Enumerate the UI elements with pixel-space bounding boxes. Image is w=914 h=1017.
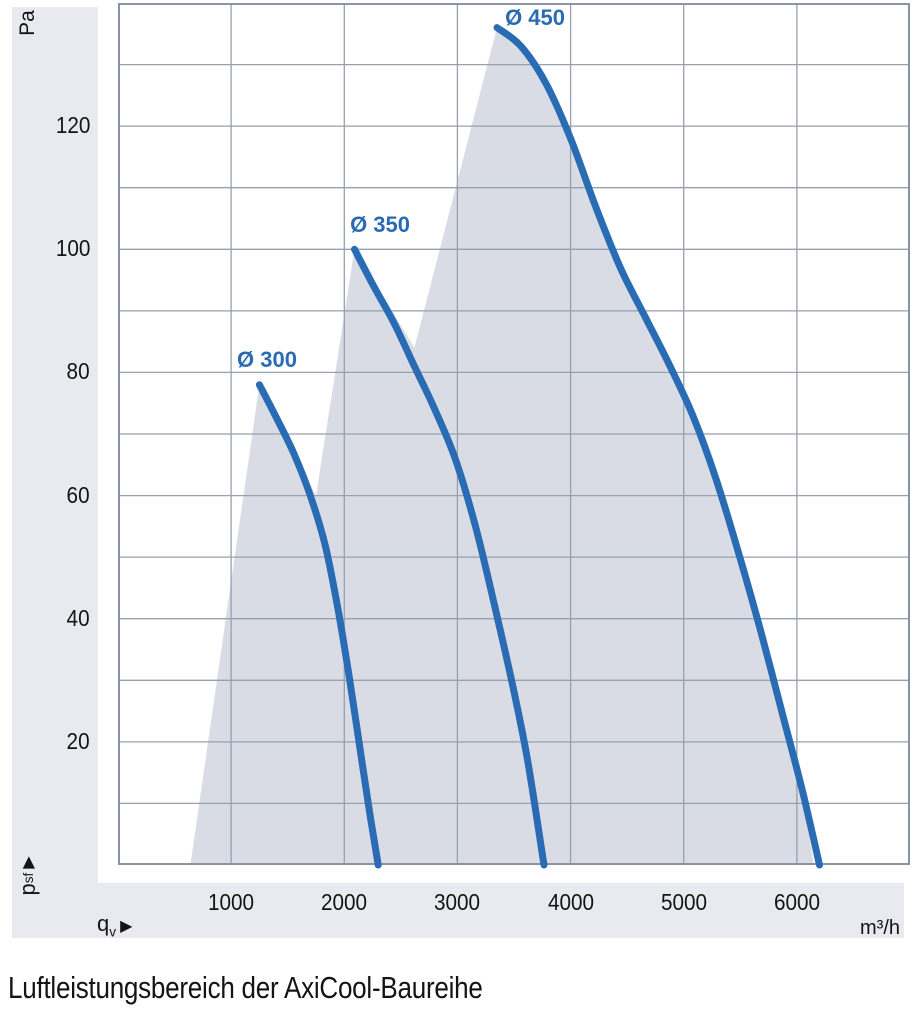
chart-title: Luftleistungsbereich der AxiCool-Baureih…	[8, 970, 483, 1005]
y-axis-band	[12, 7, 98, 938]
y-tick-label: 20	[0, 728, 90, 755]
y-tick-text: 100	[55, 235, 90, 262]
x-tick-label: 4000	[545, 889, 596, 916]
plot-border	[118, 3, 910, 865]
x-axis-unit-label: m³/h	[810, 917, 900, 940]
y-tick-text: 60	[66, 481, 90, 508]
x-axis-symbol: qv ▶	[97, 911, 132, 939]
y-tick-text: 80	[66, 358, 90, 385]
fan-curve-ø-350	[351, 245, 548, 869]
x-axis-band	[98, 883, 904, 938]
y-tick-label: 40	[0, 605, 90, 632]
y-tick-label: 120	[0, 112, 90, 139]
x-tick-text: 4000	[547, 889, 594, 915]
y-tick-text: 20	[66, 727, 90, 754]
x-axis-arrow-icon: ▶	[120, 918, 133, 935]
y-tick-label: 80	[0, 358, 90, 385]
x-symbol-text: q	[97, 911, 110, 936]
x-tick-text: 2000	[321, 889, 368, 915]
chart-canvas	[118, 3, 910, 869]
x-tick-label: 5000	[658, 889, 709, 916]
fan-curve-ø-450	[493, 24, 823, 869]
plot-area: Ø 300 Ø 350 Ø 450 1000 2000 3000 4000 5000 6000 2…	[0, 3, 910, 916]
y-tick-label: 60	[0, 482, 90, 509]
x-symbol-subscript: v	[109, 924, 117, 940]
curve-label-1: Ø 300	[237, 347, 297, 373]
x-tick-text: 1000	[208, 889, 255, 915]
x-tick-text: 6000	[773, 889, 820, 915]
x-tick-text: 3000	[434, 889, 481, 915]
y-tick-text: 120	[55, 112, 90, 139]
curve-label-2: Ø 350	[350, 211, 410, 237]
x-tick-label: 1000	[206, 889, 257, 916]
y-tick-text: 40	[66, 604, 90, 631]
operating-range-area	[190, 27, 814, 866]
x-unit-text: m³/h	[860, 917, 900, 939]
curve-label-3: Ø 450	[505, 5, 565, 31]
y-tick-label: 100	[0, 235, 90, 262]
x-tick-label: 3000	[432, 889, 483, 916]
x-tick-text: 5000	[660, 889, 707, 915]
x-tick-label: 2000	[319, 889, 370, 916]
x-tick-label: 6000	[771, 889, 822, 916]
fan-curve-ø-300	[255, 381, 382, 869]
